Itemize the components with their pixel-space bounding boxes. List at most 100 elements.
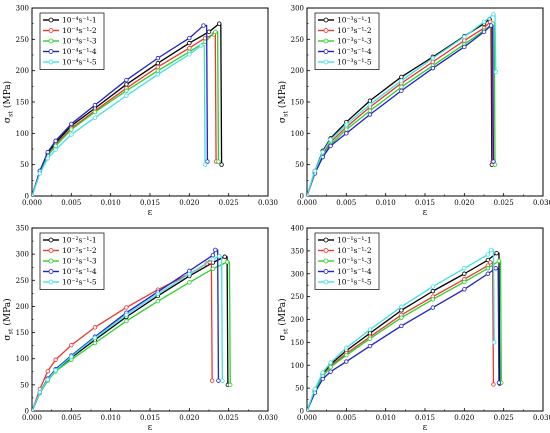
legend-label: 10⁻⁴s⁻¹-3: [62, 37, 97, 46]
legend-label: 10⁻³s⁻¹-2: [337, 26, 372, 35]
y-tick-label: 400: [291, 225, 304, 233]
legend-label: 10⁻¹s⁻¹-1: [337, 236, 372, 245]
x-axis-label: ε: [423, 423, 428, 433]
data-point: [228, 382, 233, 388]
x-tick-label: 0.000: [22, 199, 42, 207]
data-point: [307, 193, 310, 196]
chart-panel-4: 0.000 0.005 0.010 0.015 0.020 0.025 0.030 0 50 10…: [277, 225, 550, 433]
y-tick-label: 100: [291, 362, 304, 370]
legend-marker: [323, 28, 329, 33]
data-point: [430, 284, 436, 289]
data-point: [494, 250, 499, 256]
data-point: [217, 254, 222, 259]
data-point: [155, 291, 161, 297]
y-tick-label: 250: [291, 36, 304, 44]
y-tick-label: 200: [16, 303, 29, 311]
data-point: [69, 132, 74, 137]
legend-marker: [323, 269, 329, 274]
legend-marker: [323, 49, 329, 54]
x-tick-label: 0.025: [219, 414, 239, 422]
x-tick-label: 0.020: [454, 414, 474, 422]
legend-marker: [48, 59, 54, 65]
legend: 10⁻²s⁻¹-110⁻²s⁻¹-2 10⁻²s⁻¹-310⁻²s⁻¹-4 10⁻²…: [39, 232, 105, 290]
data-point: [37, 389, 43, 395]
legend-marker: [323, 38, 329, 44]
y-tick-label: 0: [25, 408, 29, 416]
legend-marker: [48, 279, 54, 285]
series-4: [307, 266, 502, 411]
data-point: [45, 156, 50, 161]
x-tick-label: 0.030: [258, 199, 278, 207]
data-point: [367, 327, 373, 332]
data-point: [462, 44, 467, 50]
legend-label: 10⁻⁴s⁻¹-5: [62, 58, 97, 67]
y-axis-label: σst (MPa): [277, 298, 290, 340]
data-point: [124, 82, 129, 87]
data-point: [462, 38, 467, 43]
y-tick-label: 150: [291, 99, 304, 107]
data-point: [312, 168, 318, 174]
data-point: [328, 369, 333, 374]
x-tick-label: 0.030: [258, 414, 278, 422]
y-tick-label: 50: [20, 381, 29, 389]
data-point: [202, 162, 208, 167]
data-point: [344, 131, 349, 136]
data-point: [496, 258, 502, 264]
x-tick-label: 0.025: [219, 199, 239, 207]
data-point: [187, 45, 192, 51]
legend-marker: [323, 59, 329, 65]
series-5: [32, 43, 208, 196]
y-tick-label: 150: [16, 99, 29, 107]
y-tick-label: 350: [16, 225, 29, 233]
data-point: [307, 408, 310, 411]
y-tick-label: 100: [16, 130, 29, 138]
y-tick-label: 0: [300, 193, 304, 201]
data-point: [69, 354, 74, 359]
x-tick-label: 0.005: [336, 414, 356, 422]
x-tick-label: 0.030: [533, 414, 550, 422]
data-point: [222, 254, 227, 259]
data-point: [485, 252, 491, 257]
legend-marker: [323, 258, 329, 264]
data-point: [496, 380, 502, 385]
data-point: [399, 78, 404, 83]
chart-panel-3: 0.000 0.005 0.010 0.015 0.020 0.025 0.030 0 50 10…: [2, 225, 278, 433]
data-point: [367, 112, 373, 117]
x-axis-label: ε: [148, 208, 153, 218]
legend-marker: [323, 248, 329, 253]
legend-label: 10⁻³s⁻¹-3: [337, 37, 372, 46]
data-point: [217, 21, 222, 26]
data-point: [430, 297, 436, 302]
data-point: [430, 305, 436, 310]
legend-label: 10⁻¹s⁻¹-4: [337, 267, 372, 276]
y-tick-label: 300: [16, 251, 29, 259]
legend: 10⁻¹s⁻¹-110⁻¹s⁻¹-2 10⁻¹s⁻¹-310⁻¹s⁻¹-4 10⁻¹…: [314, 232, 380, 290]
y-axis-label: σst (MPa): [2, 298, 15, 340]
data-point: [399, 315, 404, 320]
x-tick-label: 0.005: [61, 414, 81, 422]
data-point: [367, 108, 373, 113]
data-point: [399, 308, 404, 313]
data-point: [399, 84, 404, 90]
data-point: [320, 376, 325, 382]
data-point: [367, 343, 373, 349]
data-point: [155, 64, 161, 70]
data-point: [53, 368, 58, 373]
data-point: [216, 159, 221, 164]
data-point: [210, 257, 216, 262]
legend-label: 10⁻²s⁻¹-1: [62, 236, 97, 245]
data-point: [201, 23, 206, 28]
data-point: [213, 247, 218, 253]
data-point: [488, 23, 494, 28]
y-tick-label: 300: [291, 5, 304, 13]
data-point: [367, 331, 373, 336]
data-point: [213, 29, 218, 35]
data-point: [399, 323, 404, 329]
x-tick-label: 0.000: [297, 414, 317, 422]
y-tick-label: 50: [295, 161, 304, 169]
legend-label: 10⁻¹s⁻¹-2: [337, 246, 372, 255]
data-point: [462, 34, 467, 40]
data-point: [124, 88, 129, 93]
legend-label: 10⁻³s⁻¹-5: [337, 58, 372, 67]
